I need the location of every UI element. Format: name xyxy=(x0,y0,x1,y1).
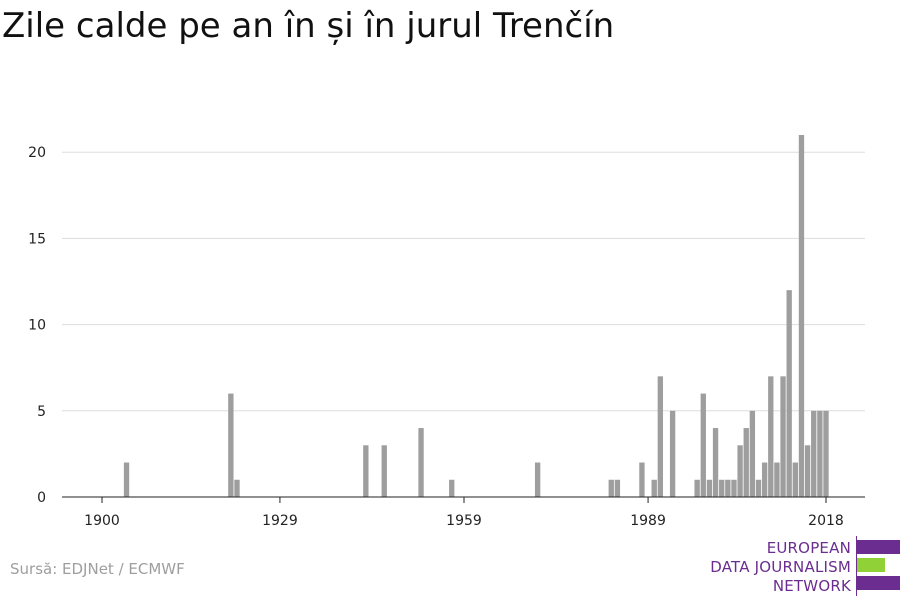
x-axis-ticks: 1900 1929 1959 1989 2018 xyxy=(84,497,844,529)
bar xyxy=(669,410,676,497)
logo-text: EUROPEAN DATA JOURNALISM NETWORK xyxy=(710,539,851,596)
bar xyxy=(786,290,792,497)
y-tick-label: 5 xyxy=(37,404,46,420)
bar xyxy=(817,410,823,497)
bar xyxy=(234,479,240,497)
y-tick-label: 15 xyxy=(28,231,46,247)
x-tick-label: 1959 xyxy=(446,513,482,529)
bar xyxy=(749,410,756,497)
bar xyxy=(768,376,774,497)
y-axis-ticks: 0 5 10 15 20 xyxy=(28,145,46,506)
bar xyxy=(694,479,700,497)
logo-line-3: NETWORK xyxy=(772,577,851,595)
bar xyxy=(381,445,387,497)
bar xyxy=(123,462,130,497)
bar xyxy=(743,428,749,497)
bar xyxy=(712,428,719,497)
y-tick-label: 20 xyxy=(28,145,46,161)
bar xyxy=(780,376,786,497)
bar xyxy=(700,393,706,497)
bar xyxy=(657,376,664,497)
bar xyxy=(228,393,234,497)
x-tick-label: 2018 xyxy=(808,513,844,529)
bar xyxy=(731,479,737,497)
bar xyxy=(811,410,817,497)
hot-days-bar-chart: 1900 1929 1959 1989 2018 0 5 10 15 20 xyxy=(28,135,865,529)
bar xyxy=(418,428,424,497)
y-tick-label: 10 xyxy=(28,318,46,334)
bar xyxy=(651,479,657,497)
logo-line-1: EUROPEAN xyxy=(766,539,851,557)
bar xyxy=(719,479,725,497)
bar xyxy=(725,479,731,497)
edjnet-logo[interactable]: EUROPEAN DATA JOURNALISM NETWORK xyxy=(708,536,900,596)
bar xyxy=(737,445,743,497)
logo-bar-top xyxy=(857,540,900,554)
bar xyxy=(639,462,645,497)
source-note: Sursă: EDJNet / ECMWF xyxy=(10,560,185,578)
bar xyxy=(774,462,780,497)
bars xyxy=(123,135,829,497)
bar xyxy=(706,479,713,497)
logo-bar-middle xyxy=(857,558,885,572)
x-tick-label: 1929 xyxy=(262,513,298,529)
bar xyxy=(534,462,541,497)
y-tick-label: 0 xyxy=(37,490,46,506)
logo-divider xyxy=(856,536,857,596)
chart-title: Zile calde pe an în și în jurul Trenčín xyxy=(2,6,615,46)
x-tick-label: 1989 xyxy=(630,513,666,529)
bar xyxy=(823,410,829,497)
bar xyxy=(614,479,621,497)
bar xyxy=(449,479,455,497)
bar xyxy=(363,445,369,497)
x-tick-label: 1900 xyxy=(84,513,120,529)
logo-bar-bottom xyxy=(857,576,900,590)
bar xyxy=(755,479,762,497)
bar xyxy=(792,462,798,497)
bar xyxy=(761,462,768,497)
bar xyxy=(798,135,805,497)
logo-line-2: DATA JOURNALISM xyxy=(710,558,851,576)
bar xyxy=(608,479,614,497)
bar xyxy=(804,445,811,497)
gridlines xyxy=(62,151,865,412)
